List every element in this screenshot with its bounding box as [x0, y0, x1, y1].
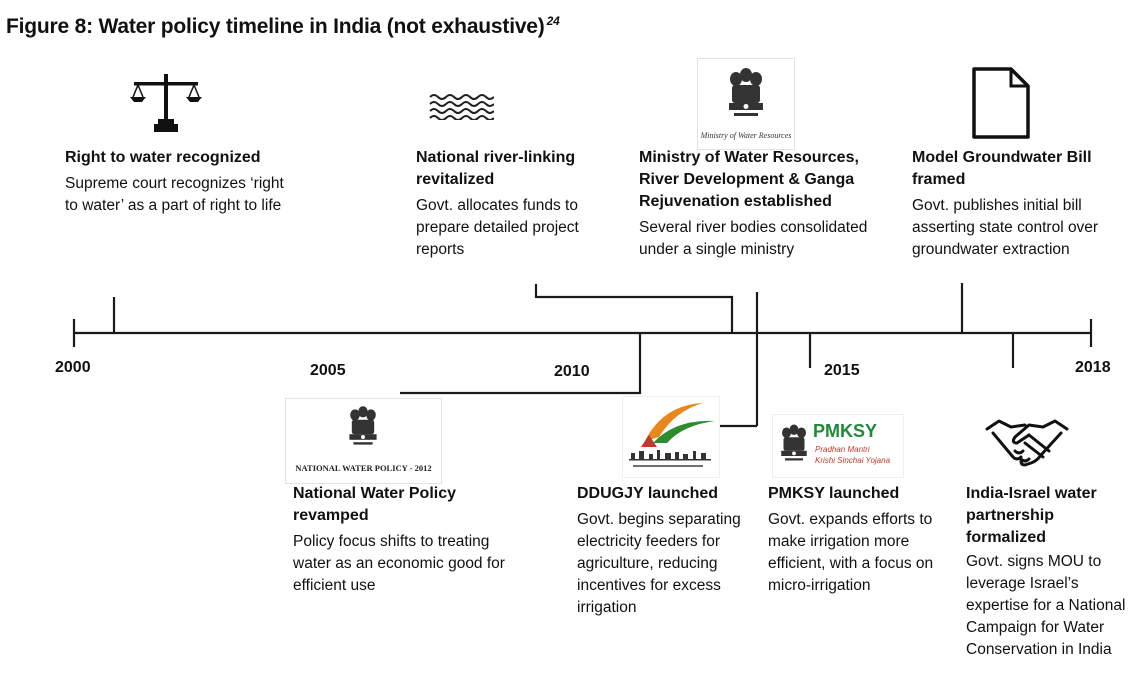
figure-title-text: Figure 8: Water policy timeline in India… [6, 15, 545, 38]
figure-title: Figure 8: Water policy timeline in India… [6, 14, 560, 39]
national-water-policy-logo: NATIONAL WATER POLICY - 2012 [285, 398, 442, 484]
ministry-logo-caption: Ministry of Water Resources [700, 131, 792, 140]
event-description: Govt. allocates funds to prepare detaile… [416, 197, 579, 258]
year-label: 2010 [554, 363, 590, 380]
event-title: Right to water recognized [65, 149, 261, 166]
national-emblem-icon [729, 68, 763, 116]
event-groundwater-bill: Model Groundwater Bill framed Govt. publ… [912, 147, 1122, 261]
ddugjy-logo [622, 396, 720, 478]
ddugjy-logo-graphic [629, 403, 715, 467]
event-river-linking: National river-linking revitalized Govt.… [416, 147, 608, 261]
ministry-emblem-logo: Ministry of Water Resources [697, 58, 795, 150]
connector-water-policy [400, 333, 642, 395]
event-description: Several river bodies consolidated under … [639, 219, 868, 258]
water-policy-logo-caption: NATIONAL WATER POLICY - 2012 [295, 463, 432, 473]
pmksy-logo: PMKSY Pradhan Mantri Krishi Sinchai Yoja… [772, 414, 904, 478]
year-label: 2005 [310, 362, 346, 379]
event-title: India-Israel water partnership formalize… [966, 485, 1097, 546]
event-right-to-water: Right to water recognized Supreme court … [65, 147, 285, 217]
year-label: 2015 [824, 362, 860, 379]
event-title: Model Groundwater Bill framed [912, 149, 1092, 188]
event-title: National river-linking revitalized [416, 149, 576, 188]
figure-footnote: 24 [546, 14, 560, 28]
event-description: Govt. begins separating electricity feed… [577, 511, 741, 616]
pmksy-logo-sub1: Pradhan Mantri [815, 445, 870, 454]
event-description: Policy focus shifts to treating water as… [293, 533, 505, 594]
event-title: National Water Policy revamped [293, 485, 456, 524]
handshake-icon [985, 419, 1069, 467]
event-description: Govt. expands efforts to make irrigation… [768, 511, 934, 594]
event-description: Govt. signs MOU to leverage Israel’s exp… [966, 553, 1126, 658]
event-india-israel: India-Israel water partnership formalize… [966, 483, 1126, 661]
event-title: Ministry of Water Resources, River Devel… [639, 149, 859, 210]
document-icon [972, 67, 1030, 139]
event-pmksy: PMKSY launched Govt. expands efforts to … [768, 483, 940, 597]
event-description: Govt. publishes initial bill asserting s… [912, 197, 1099, 258]
scales-of-justice-icon [130, 74, 202, 132]
event-ddugjy: DDUGJY launched Govt. begins separating … [577, 483, 747, 619]
event-water-policy: National Water Policy revamped Policy fo… [293, 483, 518, 597]
event-ministry: Ministry of Water Resources, River Devel… [639, 147, 871, 261]
year-label: 2000 [55, 359, 91, 376]
connector-river-linking [534, 284, 734, 333]
pmksy-logo-title: PMKSY [813, 421, 878, 441]
water-waves-icon [429, 94, 494, 120]
event-title: DDUGJY launched [577, 485, 719, 502]
national-emblem-icon [349, 406, 377, 445]
event-description: Supreme court recognizes ‘right to water… [65, 175, 284, 214]
pmksy-logo-sub2: Krishi Sinchai Yojana [815, 456, 891, 465]
event-title: PMKSY launched [768, 485, 900, 502]
national-emblem-icon [781, 424, 807, 461]
year-label: 2018 [1075, 359, 1111, 376]
